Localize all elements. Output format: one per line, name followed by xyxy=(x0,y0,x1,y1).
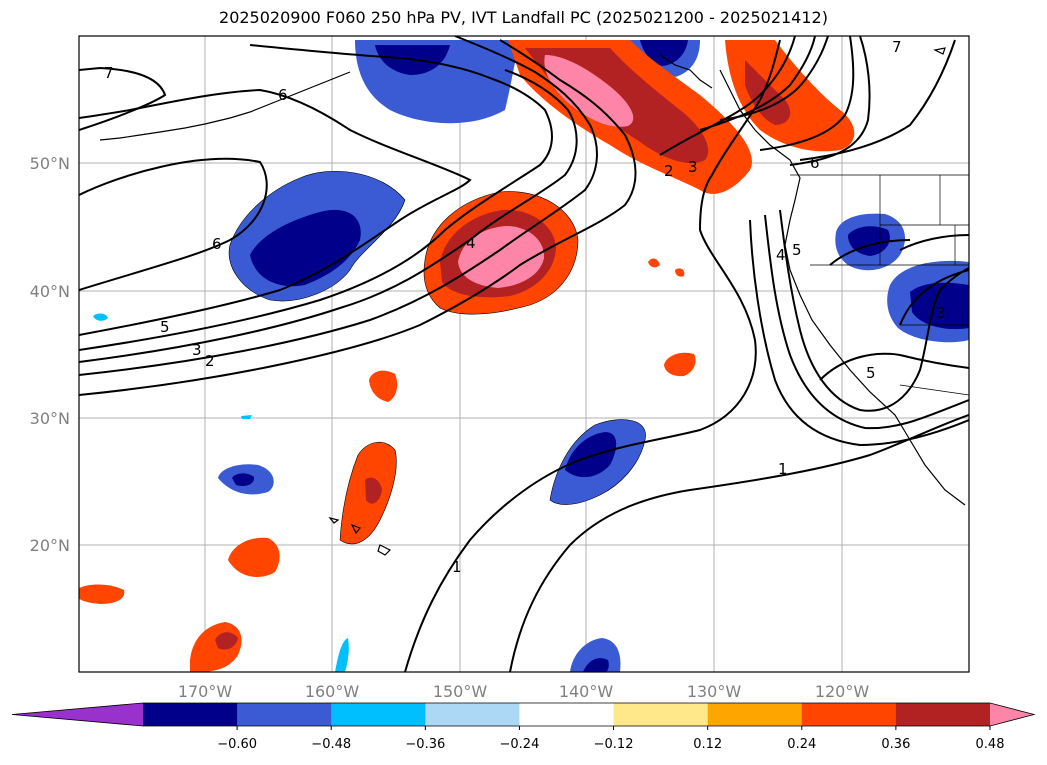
colorbar-tick-label: 0.48 xyxy=(976,737,1005,752)
lat-label: 40°N xyxy=(30,282,70,301)
lon-label: 150°W xyxy=(433,682,488,701)
colorbar-tick-label: 0.36 xyxy=(881,737,910,752)
colorbar-tick-label: −0.48 xyxy=(311,737,351,752)
contour-label: 2 xyxy=(205,352,215,370)
lon-label: 140°W xyxy=(559,682,614,701)
colorbar-segment xyxy=(519,703,615,726)
contour-label: 6 xyxy=(278,86,288,104)
contour-label: 3 xyxy=(688,158,698,176)
lon-label: 130°W xyxy=(687,682,742,701)
colorbar-tick-label: −0.60 xyxy=(217,737,257,752)
colorbar-extend-high xyxy=(990,703,1034,726)
colorbar-segment xyxy=(237,703,332,726)
contour-label: 3 xyxy=(936,304,946,322)
longitude-labels: 170°W 160°W 150°W 140°W 130°W 120°W xyxy=(178,682,870,701)
contour-labels: 7 6 6 5 3 2 4 2 3 4 5 6 7 1 1 5 3 xyxy=(104,38,946,576)
colorbar-tick-label: 0.24 xyxy=(787,737,816,752)
colorbar-segment xyxy=(331,703,426,726)
lat-label: 30°N xyxy=(30,409,70,428)
contour-label: 7 xyxy=(104,64,114,82)
contour-label: 4 xyxy=(776,246,786,264)
colorbar-segment xyxy=(801,703,897,726)
contour-label: 1 xyxy=(778,460,788,478)
colorbar-tick-label: 0.12 xyxy=(693,737,722,752)
contour-label: 6 xyxy=(212,235,222,253)
contour-label: 6 xyxy=(810,154,820,172)
colorbar-segment xyxy=(425,703,520,726)
lat-label: 20°N xyxy=(30,536,70,555)
lat-label: 50°N xyxy=(30,154,70,173)
contour-label: 3 xyxy=(192,341,202,359)
contour-label: 4 xyxy=(466,234,476,252)
negative-anomaly-regions xyxy=(93,40,969,672)
colorbar-segment xyxy=(143,703,238,726)
region-outlines xyxy=(228,170,646,545)
colorbar-segment xyxy=(613,703,709,726)
colorbar: −0.60 −0.48 −0.36 −0.24 −0.12 0.12 0.24 0.36 0.4… xyxy=(11,702,1036,752)
map-title: 2025020900 F060 250 hPa PV, IVT Landfall… xyxy=(219,8,828,27)
contour-label: 1 xyxy=(452,558,462,576)
colorbar-outline xyxy=(11,702,1036,727)
contour-label: 5 xyxy=(792,241,802,259)
colorbar-tick-label: −0.24 xyxy=(500,737,540,752)
map-frame xyxy=(78,35,970,673)
colorbar-segment xyxy=(895,703,991,726)
colorbar-segment xyxy=(707,703,803,726)
contour-label: 5 xyxy=(866,364,876,382)
colorbar-tick-label: −0.12 xyxy=(594,737,634,752)
contour-label: 7 xyxy=(892,38,902,56)
map-content xyxy=(79,36,969,672)
latitude-labels: 50°N 40°N 30°N 20°N xyxy=(30,154,70,555)
colorbar-extend-low xyxy=(12,703,143,726)
coastlines xyxy=(99,47,966,556)
lon-label: 120°W xyxy=(815,682,870,701)
lon-label: 170°W xyxy=(178,682,233,701)
pv-contours xyxy=(79,36,969,672)
colorbar-tick-label: −0.36 xyxy=(405,737,445,752)
lon-label: 160°W xyxy=(305,682,360,701)
contour-label: 5 xyxy=(160,318,170,336)
contour-label: 2 xyxy=(664,162,674,180)
